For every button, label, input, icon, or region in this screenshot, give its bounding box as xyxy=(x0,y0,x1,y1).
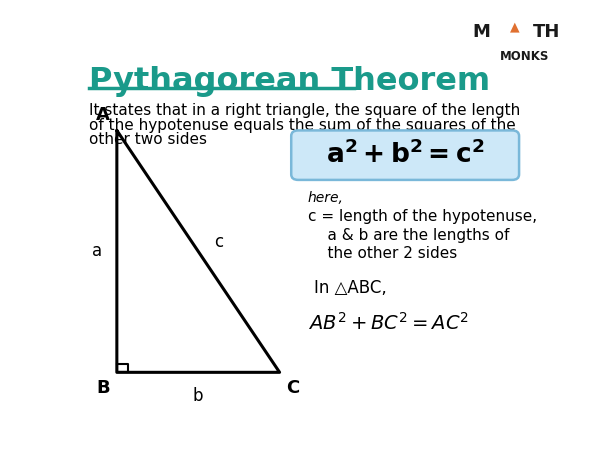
Text: of the hypotenuse equals the sum of the squares of the: of the hypotenuse equals the sum of the … xyxy=(89,118,516,133)
Text: ▲: ▲ xyxy=(510,20,520,33)
Text: MONKS: MONKS xyxy=(500,50,550,63)
Text: A: A xyxy=(96,106,110,124)
Text: b: b xyxy=(193,387,203,405)
Text: In △ABC,: In △ABC, xyxy=(314,279,387,297)
Text: C: C xyxy=(287,379,300,397)
Text: Pythagorean Theorem: Pythagorean Theorem xyxy=(89,66,490,97)
Text: $\mathbf{a^2 + b^2 = c^2}$: $\mathbf{a^2 + b^2 = c^2}$ xyxy=(326,141,484,169)
Text: B: B xyxy=(96,379,110,397)
Text: a & b are the lengths of: a & b are the lengths of xyxy=(308,228,509,243)
Text: the other 2 sides: the other 2 sides xyxy=(308,246,457,261)
Text: M: M xyxy=(472,23,490,40)
Text: other two sides: other two sides xyxy=(89,132,207,147)
Text: c = length of the hypotenuse,: c = length of the hypotenuse, xyxy=(308,209,536,224)
FancyBboxPatch shape xyxy=(291,130,519,180)
Text: TH: TH xyxy=(533,23,560,40)
Text: here,: here, xyxy=(308,191,343,205)
Text: c: c xyxy=(215,233,224,251)
Text: a: a xyxy=(92,242,102,260)
Text: $AB^2 + BC^2 = AC^2$: $AB^2 + BC^2 = AC^2$ xyxy=(308,312,469,334)
Text: It states that in a right triangle, the square of the length: It states that in a right triangle, the … xyxy=(89,103,520,118)
